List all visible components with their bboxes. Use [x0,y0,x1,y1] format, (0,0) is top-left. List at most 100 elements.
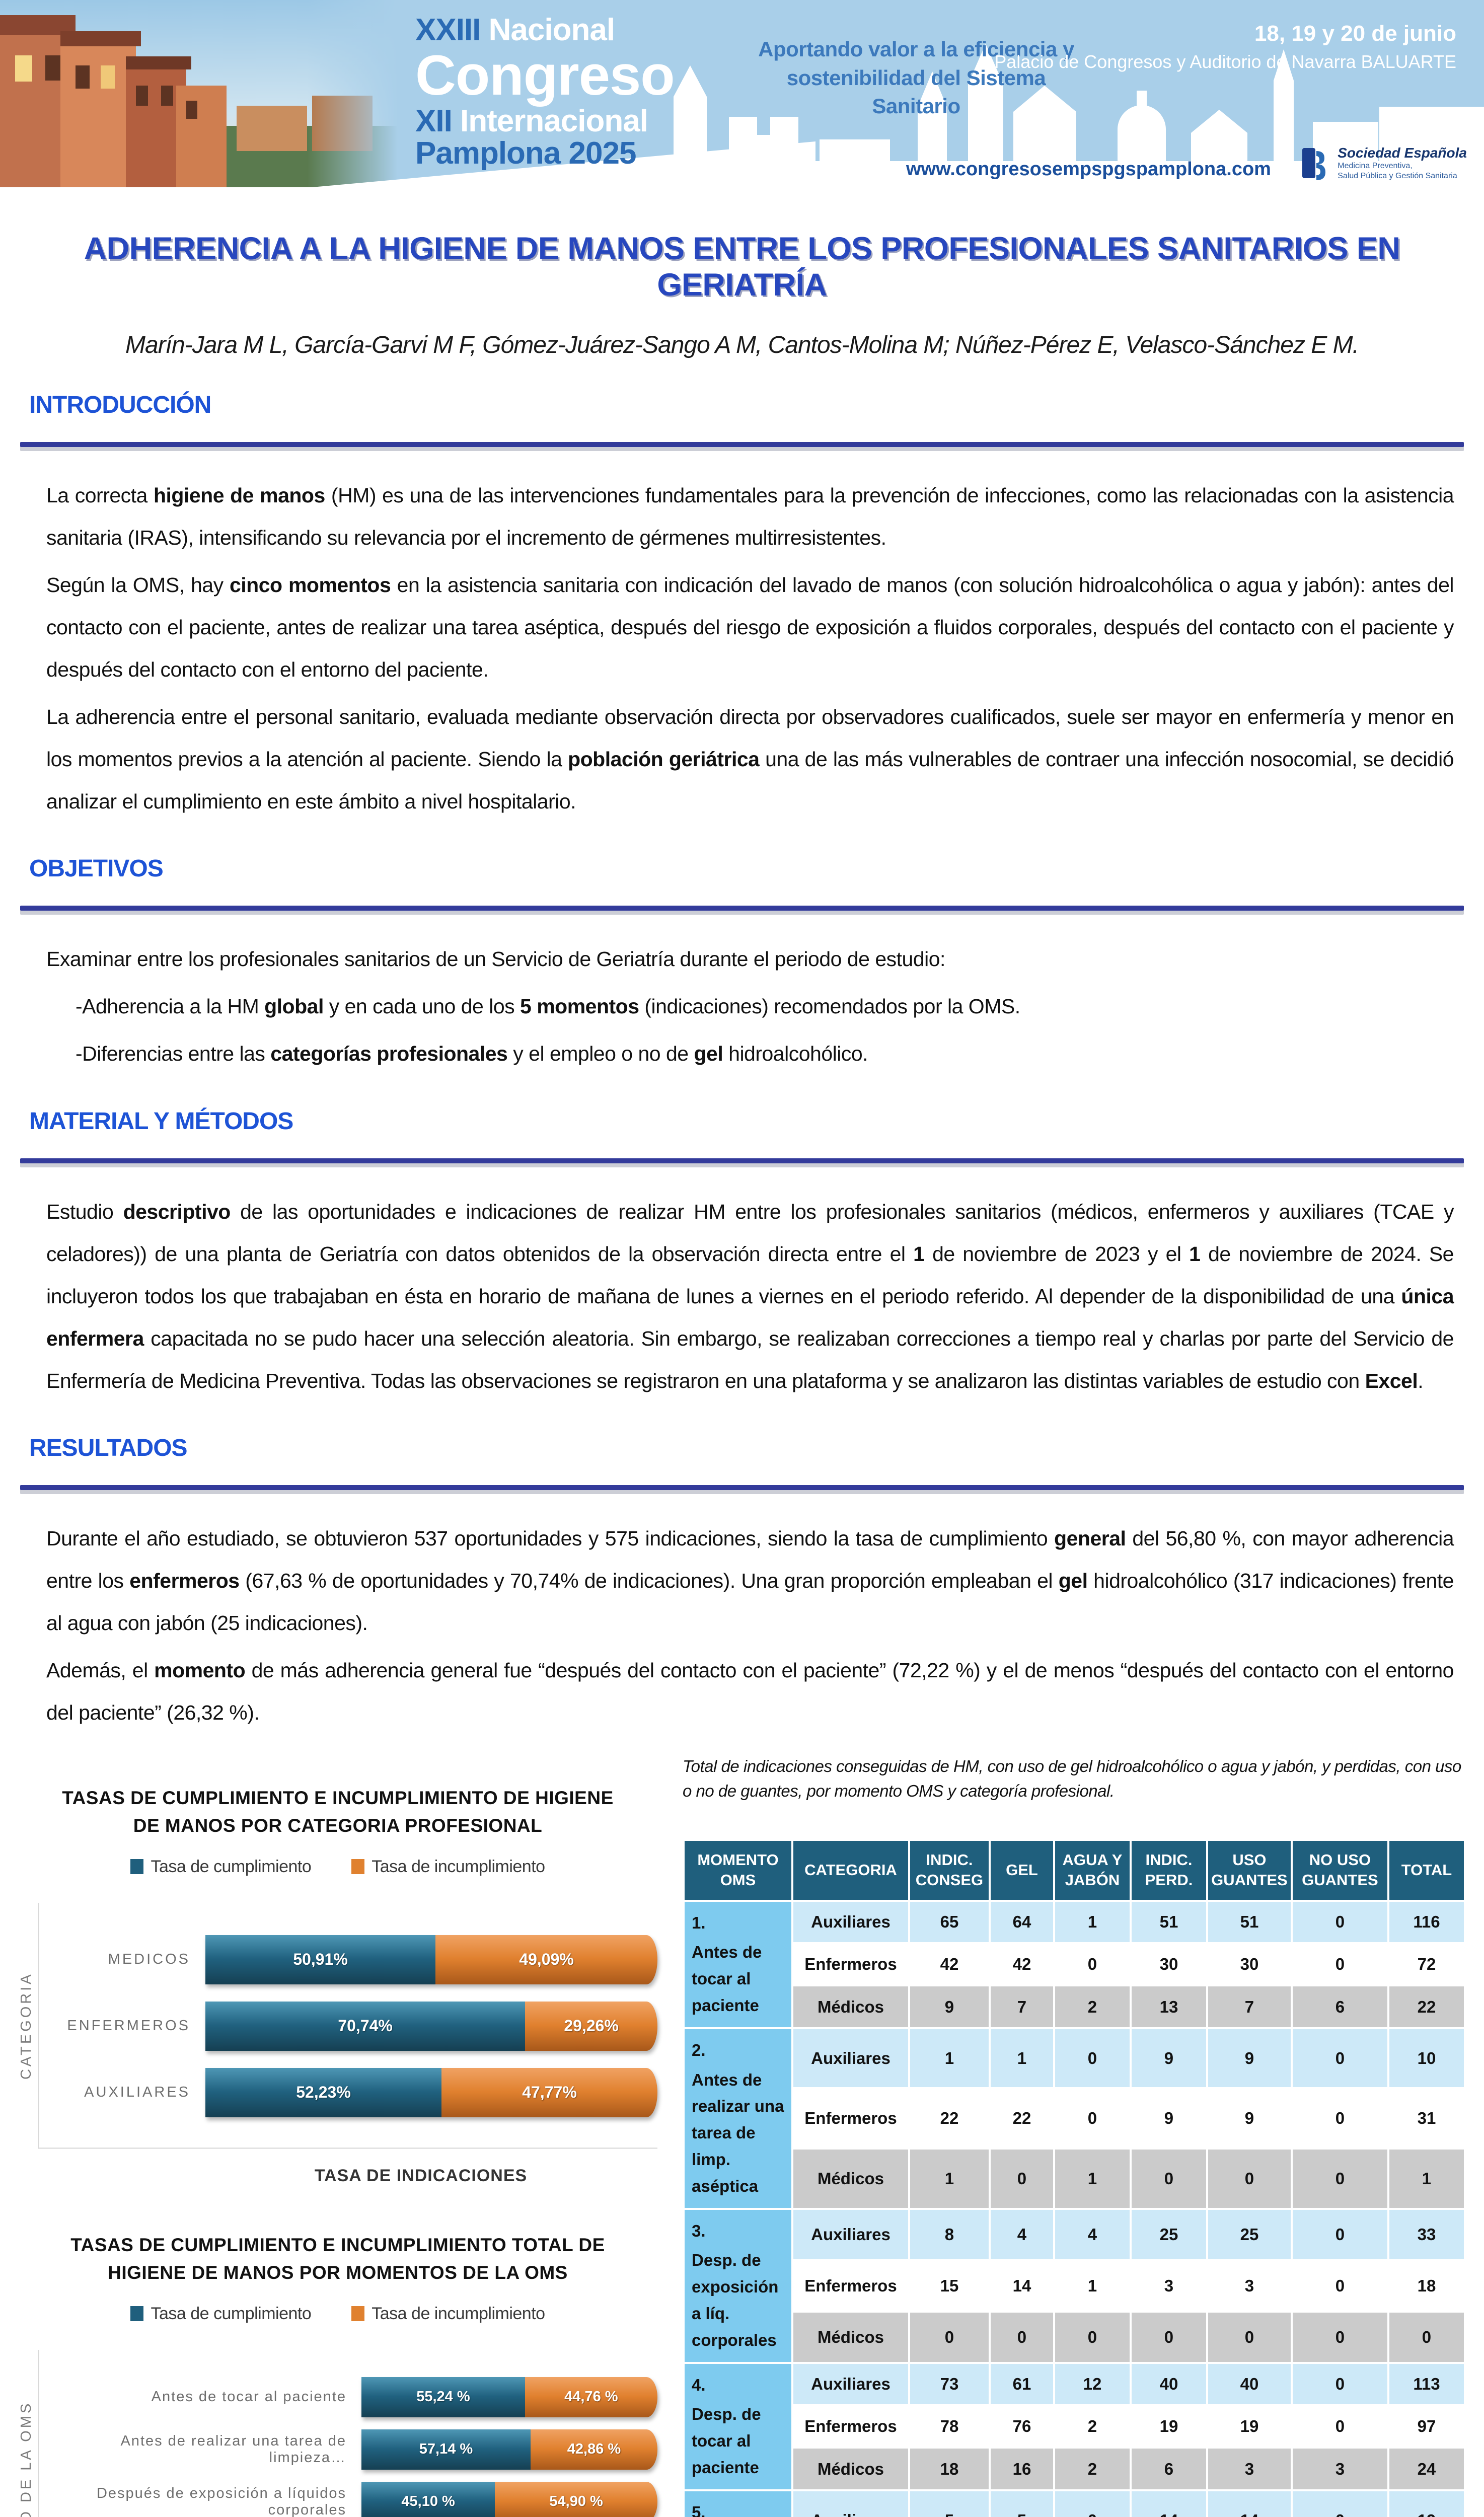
bar-value-label: 47,77% [522,2083,577,2102]
congress-tagline: Aportando valor a la eficiencia y sosten… [758,37,1074,118]
bar-value-label: 52,23% [296,2083,351,2102]
value-cell: 40 [1206,2361,1293,2406]
bar-value-label: 44,76 % [564,2389,618,2405]
value-cell: 2 [1053,2404,1132,2449]
chart-x-axis-label: TASA DE INDICACIONES [314,2166,528,2185]
value-cell: 1 [1053,2147,1132,2210]
section-resultados: RESULTADOS Durante el año estudiado, se … [0,1434,1484,2517]
value-cell: 73 [908,2361,991,2406]
cumplimiento-segment: 57,14 % [361,2429,531,2470]
table-header-cell: CATEGORIA [791,1838,910,1902]
value-cell: 65 [908,1899,991,1944]
value-cell: 42 [908,1942,991,1987]
legend-label: Tasa de cumplimiento [151,2304,312,2323]
value-cell: 0 [1290,2207,1389,2261]
cumplimiento-segment: 45,10 % [361,2481,495,2517]
objetivos-text: Examinar entre los profesionales sanitar… [46,938,1454,1075]
value-cell: 25 [1129,2207,1208,2261]
value-cell: 0 [1206,2310,1293,2364]
bar-category-label: Después de exposición a líquidos corpora… [96,2485,346,2517]
value-cell: 51 [1129,1899,1208,1944]
cumplimiento-segment: 55,24 % [361,2377,525,2417]
category-cell: Auxiliares [791,2027,910,2090]
congress-banner: XXIII Nacional Congreso XII Internaciona… [0,0,1484,187]
category-cell: Auxiliares [791,2207,910,2261]
material-text: Estudio descriptivo de las oportunidades… [46,1191,1454,1402]
value-cell: 0 [1206,2147,1293,2210]
momento-group-cell: 2. Antes de realizar una tarea de limp. a… [683,2027,793,2210]
value-cell: 1 [988,2027,1055,2090]
title-block: ADHERENCIA A LA HIGIENE DE MANOS ENTRE L… [35,231,1449,359]
objective-item: -Adherencia a la HM global y en cada uno… [76,995,1020,1018]
value-cell: 25 [1206,2207,1293,2261]
legend-label: Tasa de incumplimiento [372,2304,545,2323]
legend-item: Tasa de incumplimiento [351,1857,545,1877]
cumplimiento-segment: 52,23% [205,2067,442,2117]
category-cell: Enfermeros [791,2259,910,2313]
table-row: 3. Desp. de exposición a líq. corporales A… [683,2207,1466,2364]
pamplona-photo [0,0,398,187]
value-cell: 15 [908,2259,991,2313]
bar-category-label: AUXILIARES [84,2084,190,2101]
value-cell: 4 [988,2207,1055,2261]
category-cell: Auxiliares [791,2489,910,2517]
value-cell: 19 [1206,2404,1293,2449]
value-cell: 97 [1387,2404,1466,2449]
table-header-cell: TOTAL [1387,1838,1466,1902]
table-row: 2. Antes de realizar una tarea de limp. a… [683,2027,1466,2210]
resultados-text: Durante el año estudiado, se obtuvieron … [46,1517,1454,1734]
table-row: Enfermeros 42 42 0 30 30 0 72 [684,1942,1466,1987]
chart-cumplimiento-momentos: TASAS DE CUMPLIMIENTO E INCUMPLIMIENTO T… [18,2231,657,2517]
value-cell: 0 [1053,2310,1132,2364]
section-heading-objetivos: OBJETIVOS [29,855,164,882]
bar-category-label: Antes de tocar al paciente [151,2389,346,2405]
poster-authors: Marín-Jara M L, García-Garvi M F, Gómez-… [125,332,1359,358]
legend-swatch [351,2306,365,2322]
table-header-cell: USO GUANTES [1206,1838,1293,1902]
introduccion-text: La correcta higiene de manos (HM) es una… [46,474,1454,823]
incumplimiento-segment: 42,86 % [530,2429,657,2470]
table-header: MOMENTO OMS CATEGORIA INDIC. CONSEG GEL AGUA… [683,1838,1466,1902]
paragraph: Estudio descriptivo de las oportunidades… [46,1200,1454,1392]
momento-group-cell: 1. Antes de tocar al paciente [683,1899,793,2029]
value-cell: 0 [1290,2404,1389,2449]
value-cell: 14 [1206,2489,1293,2517]
value-cell: 116 [1387,1899,1466,1944]
bar-value-label: 49,09% [519,1950,574,1969]
value-cell: 3 [1206,2447,1293,2491]
paragraph: La adherencia entre el personal sanitari… [46,705,1454,813]
section-divider [20,906,1464,911]
congress-venue: Palacio de Congresos y Auditorio de Nava… [994,51,1456,72]
value-cell: 0 [988,2147,1055,2210]
value-cell: 30 [1129,1942,1208,1987]
section-heading-material: MATERIAL Y MÉTODOS [29,1107,293,1135]
cumplimiento-segment: 70,74% [205,2001,526,2051]
value-cell: 18 [1387,2259,1466,2313]
section-divider [20,442,1464,447]
value-cell: 22 [988,2087,1055,2150]
table-column: Total de indicaciones conseguidas de HM,… [683,1754,1466,2517]
value-cell: 30 [1206,1942,1293,1987]
section-material-metodos: MATERIAL Y MÉTODOS Estudio descriptivo d… [0,1107,1484,1402]
category-cell: Auxiliares [791,2361,910,2406]
value-cell: 7 [988,1984,1055,2029]
value-cell: 3 [1290,2447,1389,2491]
paragraph: Durante el año estudiado, se obtuvieron … [46,1526,1454,1635]
bar-category-label: ENFERMEROS [67,2018,190,2034]
value-cell: 3 [1206,2259,1293,2313]
value-cell: 24 [1387,2447,1466,2491]
chart-bars: MEDICOS 50,91% 49,09% ENFERMEROS 70,74% 29,26… [39,1935,657,2117]
table-row: Médicos 1 0 1 0 0 0 1 [684,2147,1466,2210]
category-cell: Enfermeros [791,2404,910,2449]
value-cell: 9 [1206,2087,1293,2150]
paragraph: La correcta higiene de manos (HM) es una… [46,484,1454,550]
congress-title: XXIII Nacional Congreso XII Internaciona… [415,14,675,170]
value-cell: 6 [1290,1984,1389,2029]
value-cell: 14 [1129,2489,1208,2517]
table-header-cell: NO USO GUANTES [1290,1838,1389,1902]
value-cell: 64 [988,1899,1055,1944]
category-cell: Enfermeros [791,1942,910,1987]
value-cell: 0 [1053,1942,1132,1987]
value-cell: 13 [1129,1984,1208,2029]
congress-dates: 18, 19 y 20 de junio [1254,21,1456,46]
